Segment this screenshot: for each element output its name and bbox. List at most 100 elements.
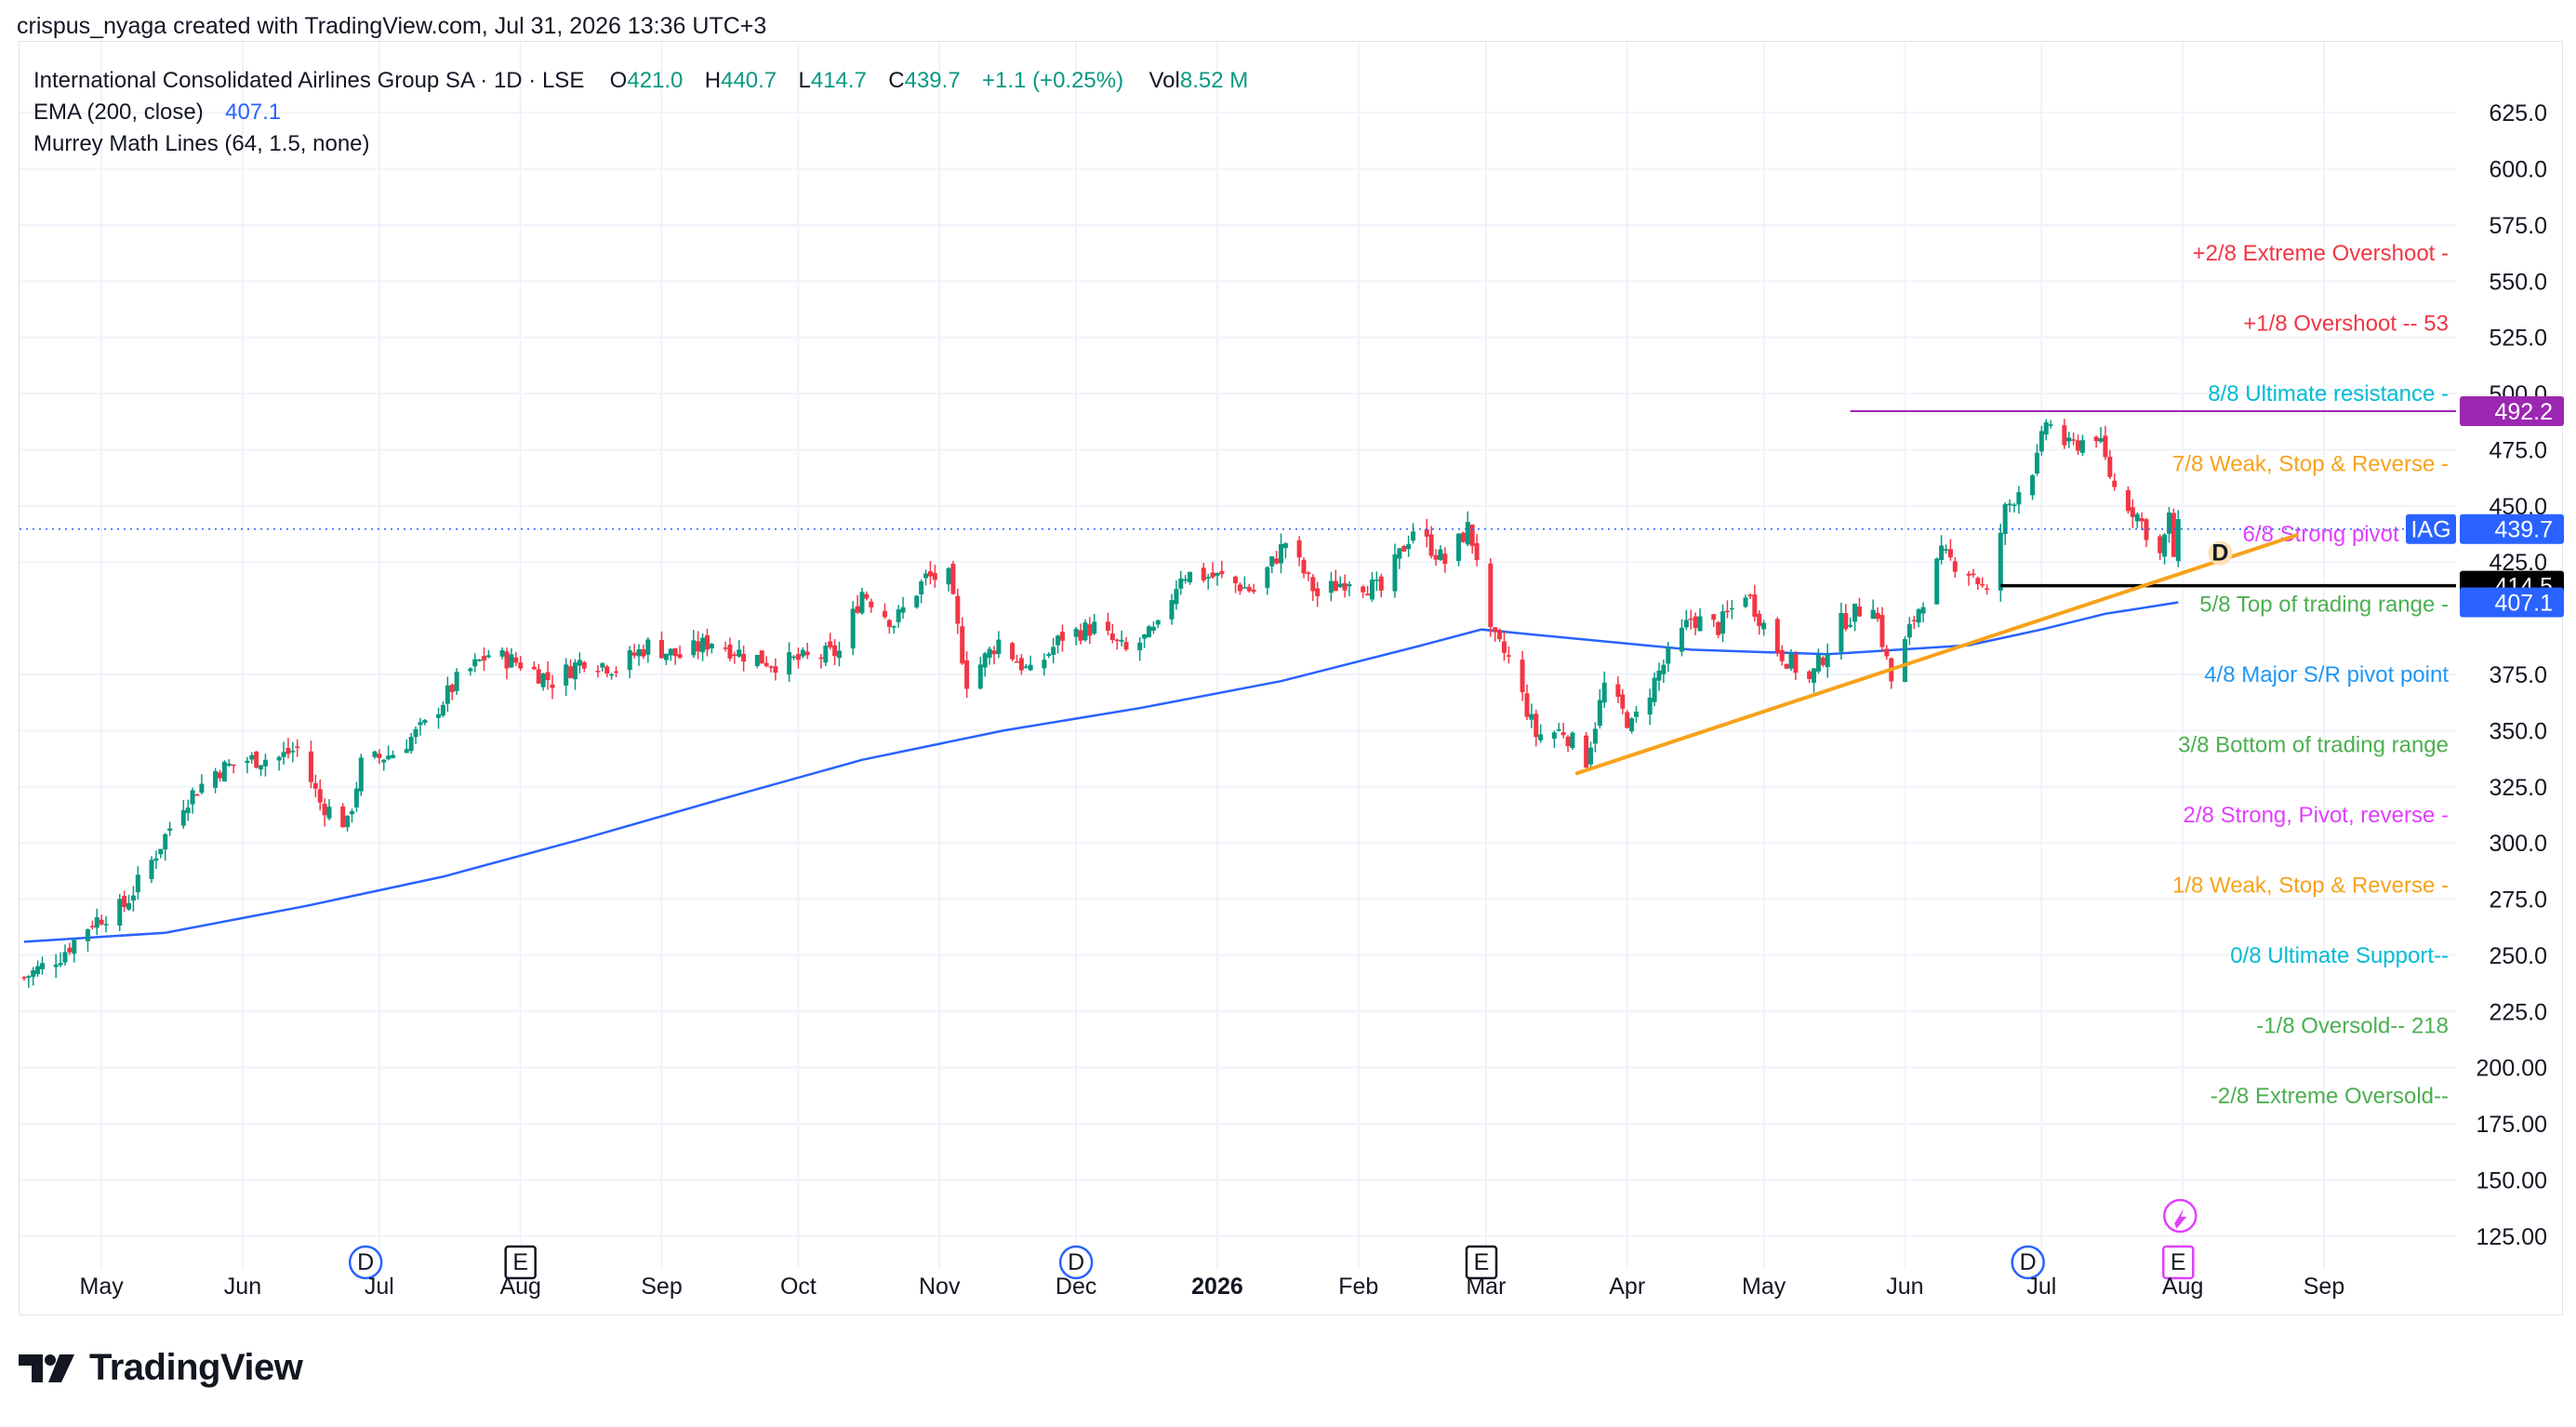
candle-body — [1975, 578, 1981, 585]
candle-body — [1711, 614, 1717, 620]
candle-body — [1724, 610, 1730, 613]
candle-body — [221, 762, 227, 782]
dividend-event-icon — [348, 1245, 383, 1280]
candle-body — [1856, 607, 1862, 617]
legend-symbol-row[interactable]: International Consolidated Airlines Grou… — [33, 65, 1248, 97]
candle-body — [1059, 632, 1065, 641]
candle-body — [485, 655, 491, 658]
candle-body — [1210, 572, 1215, 578]
candle-body — [317, 789, 323, 803]
candle-body — [1679, 627, 1684, 652]
candle-body — [103, 924, 109, 926]
candle-body — [759, 650, 764, 664]
candle-body — [641, 649, 646, 657]
earnings-event-icon — [1465, 1245, 1498, 1280]
candle-body — [1916, 609, 1921, 623]
murrey-line-label: +2/8 Extreme Overshoot - — [2193, 241, 2449, 266]
candle-body — [914, 595, 920, 607]
candle-body — [1634, 712, 1640, 717]
candle-body — [891, 626, 896, 628]
time-tick-label: Nov — [919, 1274, 961, 1300]
candle-body — [1697, 616, 1703, 632]
legend-ema-row[interactable]: EMA (200, close) 407.1 — [33, 97, 1248, 128]
candle-body — [353, 788, 359, 808]
time-tick-label: Oct — [780, 1274, 817, 1300]
candle-body — [391, 754, 396, 758]
tradingview-logo[interactable]: TradingView — [19, 1347, 303, 1389]
candle-body — [445, 685, 450, 704]
candle-body — [2144, 519, 2149, 540]
candle-body — [1105, 621, 1110, 631]
symbol-tag — [2406, 513, 2456, 544]
candle-body — [413, 728, 418, 738]
candle-body — [72, 940, 77, 954]
change-value: +1.1 (+0.25%) — [982, 68, 1124, 93]
time-tick-label: May — [80, 1274, 125, 1300]
candle-body — [1469, 524, 1475, 546]
earnings-event-label: E — [2171, 1249, 2186, 1275]
candle-body — [882, 610, 887, 618]
dividend-marker-label: D — [2211, 540, 2228, 567]
candle-body — [923, 573, 929, 579]
candle-body — [1315, 588, 1321, 596]
candle-body — [1497, 630, 1503, 640]
candle-body — [1647, 697, 1653, 715]
candle-body — [1716, 621, 1721, 635]
candle-body — [1811, 668, 1816, 683]
candle-body — [709, 644, 714, 649]
candle-body — [991, 650, 997, 655]
candle-body — [39, 963, 45, 969]
candle-body — [1014, 661, 1019, 663]
candle-body — [2007, 503, 2012, 506]
candle-body — [691, 640, 697, 656]
candle-body — [964, 660, 970, 689]
candle-body — [737, 649, 742, 657]
legend-murrey-row[interactable]: Murrey Math Lines (64, 1.5, none) — [33, 128, 1248, 160]
candle-body — [167, 828, 173, 832]
low-value: 414.7 — [810, 68, 867, 93]
price-badge-label: 492.2 — [2494, 399, 2553, 425]
price-tick-label: 150.00 — [2476, 1167, 2547, 1194]
close-value: 439.7 — [904, 68, 961, 93]
price-chart[interactable]: +2/8 Extreme Overshoot - +1/8 Overshoot -… — [20, 42, 2564, 1316]
candle-body — [345, 815, 351, 828]
candle-body — [823, 646, 829, 663]
candle-body — [513, 657, 519, 663]
candle-body — [1720, 611, 1726, 634]
candle-body — [2134, 513, 2140, 522]
candle-body — [231, 764, 236, 767]
price-tick-label: 475.0 — [2489, 437, 2547, 463]
candle-body — [281, 752, 286, 757]
candle-body — [1147, 626, 1152, 638]
candle-body — [960, 626, 965, 664]
candle-body — [194, 794, 200, 796]
candle-body — [1296, 540, 1302, 558]
candle-body — [1169, 600, 1175, 620]
low-label: L — [798, 68, 811, 93]
candle-body — [564, 664, 569, 687]
candle-body — [1584, 735, 1589, 768]
candle-body — [536, 669, 541, 684]
candle-body — [1666, 647, 1671, 664]
candle-body — [245, 760, 250, 764]
chart-panel[interactable]: +2/8 Extreme Overshoot - +1/8 Overshoot -… — [19, 41, 2564, 1316]
price-axis[interactable]: 625.0600.0575.0550.0525.0500.0475.0450.0… — [2406, 100, 2564, 1250]
candle-body — [855, 606, 860, 613]
candle-body — [149, 860, 154, 879]
candle-body — [896, 609, 901, 622]
price-tick-label: 575.0 — [2489, 213, 2547, 239]
candle-body — [581, 661, 587, 669]
time-axis[interactable]: May Jun Jul Aug Sep Oct Nov Dec 2026 Feb Mar Apr May… — [80, 1274, 2345, 1300]
candle-body — [1565, 736, 1571, 747]
candle-body — [645, 639, 651, 655]
price-tick-label: 275.0 — [2489, 887, 2547, 914]
candle-body — [828, 641, 833, 647]
candle-body — [804, 651, 810, 656]
ema-value: 407.1 — [225, 100, 282, 125]
candle-body — [1784, 663, 1789, 669]
candle-body — [627, 649, 632, 671]
candle-body — [1761, 622, 1767, 630]
candle-body — [859, 592, 865, 614]
time-tick-label: Aug — [2162, 1274, 2203, 1300]
candle-body — [340, 806, 346, 828]
